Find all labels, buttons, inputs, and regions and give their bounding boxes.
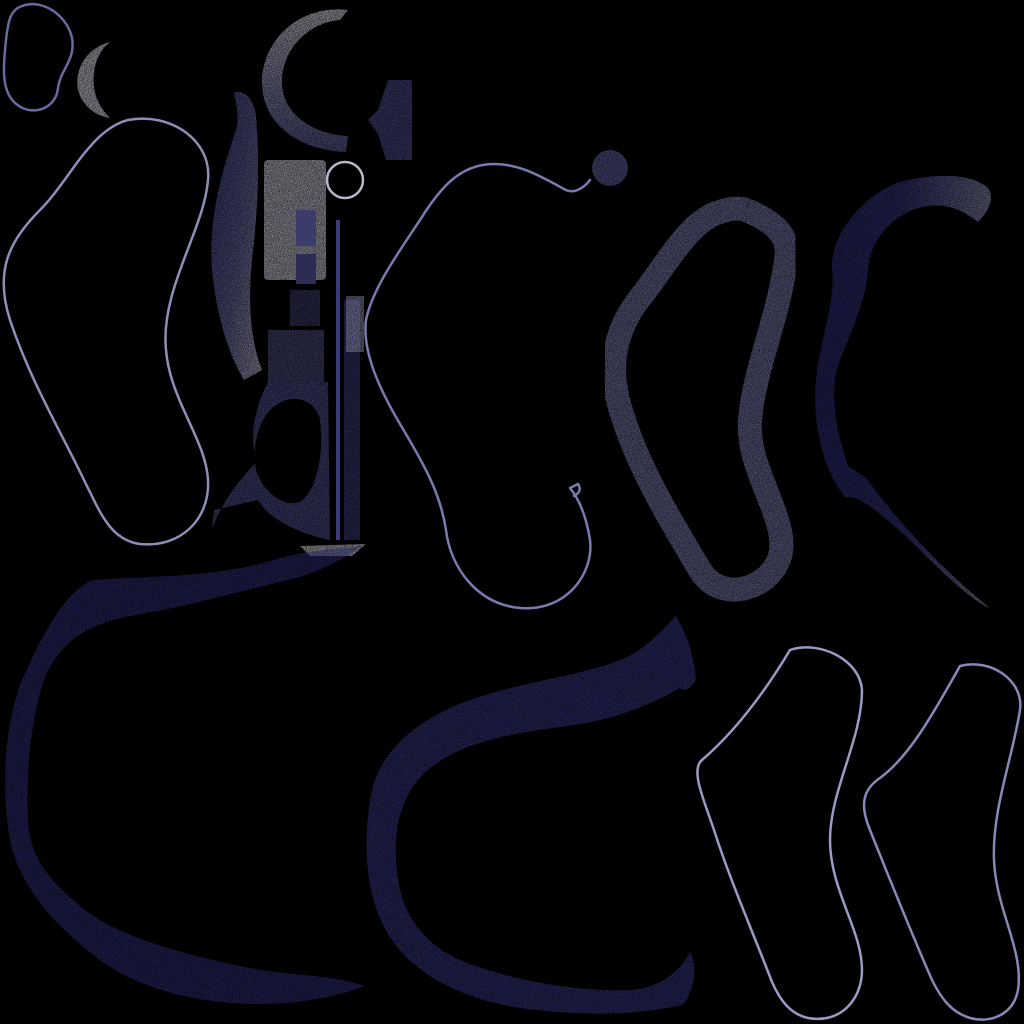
bottom-center-c-band: [366, 616, 696, 1014]
panel-dark-cell-c: [290, 290, 320, 326]
panel-grey-block: [264, 160, 326, 280]
large-crescent-fill: [262, 9, 348, 152]
bottom-left-c-band: [5, 546, 364, 1004]
small-crescent-fill: [77, 42, 110, 118]
tall-loop-outline-left: [2, 117, 210, 546]
small-circle-outline: [325, 160, 365, 200]
panel-dark-cell-b: [296, 254, 316, 284]
bottom-right-loop-outline-a: [696, 646, 864, 1021]
vertical-strip-b: [344, 300, 360, 540]
hook-outline: [364, 162, 592, 610]
small-rect-patch: [368, 80, 412, 160]
panel-dark-cell-a: [296, 210, 316, 246]
small-oval-outline: [2, 3, 74, 112]
panel-lower-block: [268, 330, 324, 382]
slanted-band-left: [211, 91, 262, 381]
vertical-strip-a: [336, 220, 340, 540]
panel-hole-cutout: [254, 398, 322, 504]
upper-right-jagged-band: [815, 175, 991, 609]
large-loop-band: [602, 196, 799, 602]
vertical-strip-c: [346, 296, 364, 352]
small-filled-dot: [592, 150, 628, 186]
bottom-right-loop-outline-b: [862, 663, 1022, 1021]
